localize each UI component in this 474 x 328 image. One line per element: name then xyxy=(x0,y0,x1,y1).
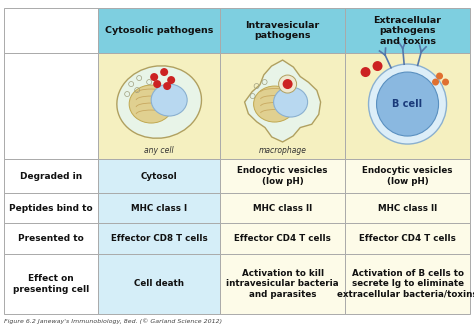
Circle shape xyxy=(163,82,171,90)
Polygon shape xyxy=(220,193,345,223)
Ellipse shape xyxy=(151,84,187,116)
Polygon shape xyxy=(98,193,220,223)
Polygon shape xyxy=(345,8,470,53)
Text: Degraded in: Degraded in xyxy=(20,172,82,181)
Polygon shape xyxy=(345,53,470,159)
Text: Cytosolic pathogens: Cytosolic pathogens xyxy=(105,26,213,35)
Circle shape xyxy=(361,67,371,77)
Ellipse shape xyxy=(273,87,308,117)
Polygon shape xyxy=(345,159,470,193)
Polygon shape xyxy=(220,8,345,53)
Polygon shape xyxy=(4,53,98,159)
Text: Endocytic vesicles
(low pH): Endocytic vesicles (low pH) xyxy=(237,166,328,186)
Text: Activation of B cells to
secrete Ig to eliminate
extracellular bacteria/toxins: Activation of B cells to secrete Ig to e… xyxy=(337,269,474,299)
Polygon shape xyxy=(98,53,220,159)
Text: Figure 6.2 Janeway's Immunobiology, 8ed. (© Garland Science 2012): Figure 6.2 Janeway's Immunobiology, 8ed.… xyxy=(4,318,222,324)
Ellipse shape xyxy=(129,85,173,123)
Text: Extracellular
pathogens
and toxins: Extracellular pathogens and toxins xyxy=(374,16,442,46)
Circle shape xyxy=(432,78,439,86)
Text: Peptides bind to: Peptides bind to xyxy=(9,204,93,213)
Ellipse shape xyxy=(254,86,296,122)
Polygon shape xyxy=(4,254,98,314)
Circle shape xyxy=(153,80,161,88)
Circle shape xyxy=(167,76,175,84)
Ellipse shape xyxy=(376,72,438,136)
Text: Effector CD8 T cells: Effector CD8 T cells xyxy=(111,234,208,243)
Circle shape xyxy=(160,68,168,76)
Text: MHC class II: MHC class II xyxy=(378,204,437,213)
Polygon shape xyxy=(220,254,345,314)
Polygon shape xyxy=(4,193,98,223)
Text: any cell: any cell xyxy=(145,146,174,155)
Circle shape xyxy=(373,61,383,71)
Text: MHC class II: MHC class II xyxy=(253,204,312,213)
Text: Effector CD4 T cells: Effector CD4 T cells xyxy=(234,234,331,243)
Polygon shape xyxy=(345,193,470,223)
Text: B cell: B cell xyxy=(392,99,423,109)
Polygon shape xyxy=(345,254,470,314)
Circle shape xyxy=(279,75,297,93)
Polygon shape xyxy=(220,223,345,254)
Text: Effector CD4 T cells: Effector CD4 T cells xyxy=(359,234,456,243)
Text: Cytosol: Cytosol xyxy=(141,172,178,181)
Text: Presented to: Presented to xyxy=(18,234,84,243)
Circle shape xyxy=(150,73,158,81)
Ellipse shape xyxy=(117,66,201,138)
Polygon shape xyxy=(98,8,220,53)
Circle shape xyxy=(283,79,292,89)
Polygon shape xyxy=(345,223,470,254)
Polygon shape xyxy=(4,223,98,254)
Circle shape xyxy=(436,72,443,80)
Text: Activation to kill
intravesicular bacteria
and parasites: Activation to kill intravesicular bacter… xyxy=(226,269,339,299)
Polygon shape xyxy=(220,159,345,193)
Ellipse shape xyxy=(369,64,447,144)
Text: MHC class I: MHC class I xyxy=(131,204,187,213)
Text: Endocytic vesicles
(low pH): Endocytic vesicles (low pH) xyxy=(362,166,453,186)
Text: Effect on
presenting cell: Effect on presenting cell xyxy=(13,274,89,294)
Text: Cell death: Cell death xyxy=(134,279,184,288)
Circle shape xyxy=(442,78,449,86)
Polygon shape xyxy=(98,223,220,254)
Polygon shape xyxy=(4,159,98,193)
PathPatch shape xyxy=(245,60,320,142)
Polygon shape xyxy=(220,53,345,159)
Text: Intravesicular
pathogens: Intravesicular pathogens xyxy=(246,21,320,40)
Polygon shape xyxy=(4,8,98,53)
Text: macrophage: macrophage xyxy=(259,146,307,155)
Polygon shape xyxy=(98,159,220,193)
Polygon shape xyxy=(98,254,220,314)
